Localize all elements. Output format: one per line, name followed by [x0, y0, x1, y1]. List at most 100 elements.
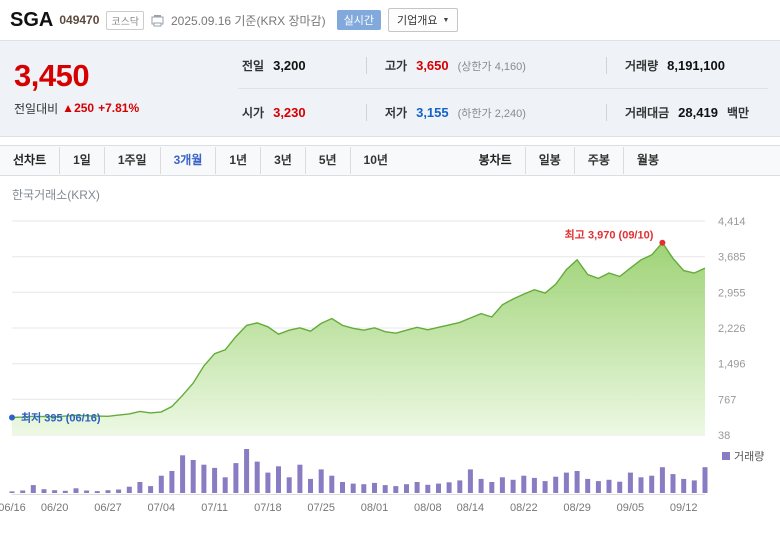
up-arrow-icon: ▲ [62, 101, 75, 116]
volume-bar [329, 475, 335, 493]
x-axis-label: 07/25 [307, 502, 335, 514]
as-of-date: 2025.09.16 기준(KRX 장마감) [171, 13, 326, 28]
volume-bar [137, 482, 143, 493]
prev-close-label: 전일 [242, 58, 265, 73]
tab-1year[interactable]: 1년 [215, 147, 260, 174]
volume-bar [20, 490, 26, 493]
volume-bar [169, 471, 175, 493]
price-panel: 3,450 전일대비 ▲ 250 +7.81% 전일 3,200 고가 3,65… [0, 40, 780, 137]
x-axis-label: 08/01 [361, 502, 389, 514]
price-area [12, 242, 705, 435]
company-overview-button[interactable]: 기업개요 ▼ [387, 8, 459, 32]
volume-bar [308, 478, 313, 493]
current-price-block: 3,450 전일대비 ▲ 250 +7.81% [0, 60, 238, 117]
volume-bar [9, 491, 15, 493]
exchange-label: 한국거래소(KRX) [12, 188, 100, 202]
volume-bar [372, 482, 377, 493]
volume-bar [41, 489, 47, 493]
volume-bar [73, 488, 79, 493]
trading-amount-value: 28,419 [678, 104, 718, 120]
x-axis-label: 06/27 [94, 502, 122, 514]
x-axis-label: 06/16 [0, 502, 26, 514]
tab-3year[interactable]: 3년 [260, 147, 305, 174]
volume-bar [286, 477, 292, 493]
volume-bar [627, 472, 633, 493]
low-value: 3,155 [416, 104, 449, 120]
x-axis-label: 07/11 [201, 502, 228, 514]
trading-amount-cell: 거래대금 28,419 백만 [606, 103, 768, 121]
tab-1week[interactable]: 1주일 [103, 147, 160, 174]
tab-3month[interactable]: 3개월 [159, 147, 216, 174]
header: SGA 049470 코스닥 2025.09.16 기준(KRX 장마감) 실시… [0, 0, 780, 40]
trading-amount-unit: 백만 [726, 105, 750, 120]
volume-bar [670, 474, 676, 493]
y-axis-label: 3,685 [718, 252, 746, 264]
line-chart-group-label: 선차트 [13, 153, 47, 167]
realtime-badge[interactable]: 실시간 [336, 10, 381, 30]
price-volume-chart: 4,414 3,685 2,955 2,226 1,496 767 38 06/16 06/20… [0, 216, 764, 514]
line-chart-tab-group: 선차트 1일 1주일 3개월 1년 3년 5년 10년 [0, 146, 401, 175]
volume-bar [212, 467, 218, 493]
stats-row-2: 시가 3,230 저가 3,155 (하한가 2,240) 거래대금 28,41… [238, 89, 768, 135]
stock-name: SGA [10, 8, 54, 31]
min-annotation: 최저 395 (06/16) [21, 411, 101, 425]
tab-1day[interactable]: 1일 [59, 147, 104, 174]
x-axis-label: 07/18 [254, 502, 282, 514]
price-line [11, 241, 706, 419]
volume-bar [393, 486, 399, 493]
volume-bar [585, 478, 591, 493]
volume-bar [606, 479, 612, 493]
x-axis-label: 08/14 [457, 502, 485, 514]
stats-row-1: 전일 3,200 고가 3,650 (상한가 4,160) 거래량 8,191,… [238, 42, 768, 89]
volume-bar [425, 484, 431, 493]
print-icon[interactable] [151, 14, 164, 27]
volume-bar [414, 482, 420, 493]
x-axis-label: 08/29 [563, 502, 591, 514]
candle-chart-group-label: 봉차트 [478, 153, 512, 167]
change-label: 전일대비 [14, 101, 59, 116]
volume-bar [521, 475, 527, 493]
volume-bar [148, 486, 154, 493]
volume-bar [318, 469, 324, 493]
open-value: 3,230 [273, 104, 306, 120]
volume-bar [350, 483, 356, 493]
volume-label: 거래량 [625, 58, 659, 73]
volume-bar [105, 490, 111, 493]
volume-bar [563, 472, 569, 493]
volume-bar [510, 479, 516, 493]
max-annotation: 최고 3,970 (09/10) [565, 228, 654, 242]
volume-legend-swatch [722, 452, 730, 460]
x-axis-label: 09/05 [617, 502, 645, 514]
volume-value: 8,191,100 [667, 57, 725, 73]
tab-5year[interactable]: 5년 [304, 147, 350, 174]
volume-bar [478, 478, 484, 493]
volume-bar [222, 477, 228, 493]
open-cell: 시가 3,230 [238, 104, 366, 121]
tab-weekly-candle[interactable]: 주봉 [573, 147, 623, 174]
volume-bar [542, 481, 548, 493]
volume-bar [446, 482, 452, 493]
change-percent: +7.81% [98, 101, 140, 116]
volume-bar [126, 486, 132, 493]
high-value: 3,650 [416, 57, 449, 73]
volume-bar [553, 476, 559, 493]
price-stats-table: 전일 3,200 고가 3,650 (상한가 4,160) 거래량 8,191,… [238, 42, 768, 135]
company-overview-label: 기업개요 [396, 15, 438, 27]
volume-bar [489, 482, 495, 493]
y-axis-label: 4,414 [718, 216, 746, 228]
tab-10year[interactable]: 10년 [349, 147, 401, 174]
volume-bar [180, 455, 186, 493]
high-label: 고가 [385, 58, 408, 73]
volume-bar [244, 449, 250, 493]
volume-bar [361, 484, 367, 493]
volume-bar [340, 482, 345, 493]
upper-limit: (상한가 4,160) [457, 60, 526, 73]
volume-legend-label: 거래량 [734, 450, 764, 463]
volume-bar [190, 460, 196, 493]
tab-daily-candle[interactable]: 일봉 [524, 147, 574, 174]
volume-bar [62, 490, 68, 493]
stock-code: 049470 [59, 13, 100, 27]
tab-monthly-candle[interactable]: 월봉 [622, 147, 672, 174]
prev-close-cell: 전일 3,200 [238, 57, 366, 74]
